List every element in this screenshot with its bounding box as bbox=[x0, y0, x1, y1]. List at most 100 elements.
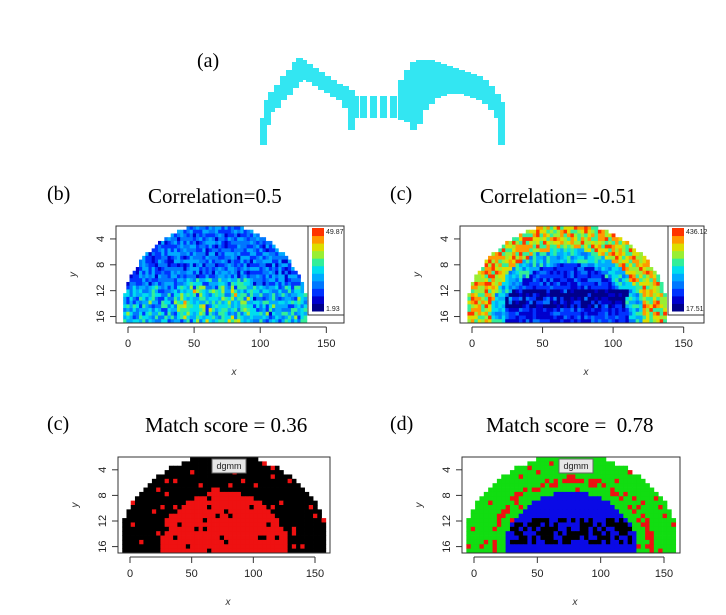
panel-c2-cell bbox=[190, 483, 195, 488]
panel-c1-cell bbox=[642, 274, 647, 279]
panel-c2-cell bbox=[228, 513, 233, 519]
panel-d-cell bbox=[597, 548, 602, 554]
panel-b-cell bbox=[234, 308, 238, 313]
panel-b-cell bbox=[208, 293, 213, 298]
panel-b-cell bbox=[253, 274, 257, 279]
panel-c2-cell bbox=[274, 544, 280, 550]
panel-c2-cell bbox=[270, 465, 276, 471]
panel-c1-cell bbox=[529, 308, 534, 313]
panel-b-cell bbox=[167, 285, 172, 290]
panel-c1-cell bbox=[601, 259, 606, 264]
panel-d-cell bbox=[549, 461, 554, 467]
panel-b-cell bbox=[167, 315, 172, 320]
panel-b-cell bbox=[123, 296, 127, 302]
panel-c2-cell bbox=[134, 535, 140, 541]
panel-c2-cell bbox=[219, 487, 225, 493]
panel-c1-cell bbox=[532, 281, 537, 287]
panel-b-cell bbox=[300, 285, 305, 290]
panel-c1-cell bbox=[563, 296, 568, 302]
panel-c1-colorbar-max: 436.12 bbox=[686, 229, 708, 236]
panel-d-cell bbox=[640, 487, 646, 493]
panel-b-cell bbox=[129, 296, 134, 302]
panel-d-cell bbox=[557, 500, 563, 506]
panel-c2-cell bbox=[177, 487, 182, 493]
panel-b-cell bbox=[265, 252, 270, 257]
panel-d-cell bbox=[540, 535, 546, 541]
panel-d-cell bbox=[601, 487, 607, 493]
panel-c1-cell bbox=[539, 233, 544, 238]
panel-c1-cell bbox=[549, 229, 554, 234]
panel-c1-cell bbox=[604, 304, 609, 309]
panel-b-cell bbox=[196, 278, 200, 283]
panel-d-cell bbox=[536, 505, 541, 510]
panel-b-cell bbox=[215, 304, 219, 309]
panel-b-cell bbox=[186, 308, 191, 313]
panel-c1-cell bbox=[488, 255, 492, 260]
panel-b-cell bbox=[237, 226, 241, 231]
panel-c2-cell bbox=[215, 500, 221, 506]
panel-c2-cell bbox=[215, 526, 221, 532]
panel-b-cell bbox=[208, 252, 213, 257]
panel-b-cell bbox=[170, 244, 175, 249]
panel-d-cell bbox=[610, 531, 615, 536]
panel-c1-cell bbox=[625, 274, 630, 279]
panel-c1-cell bbox=[522, 300, 527, 305]
panel-c2-cell bbox=[168, 483, 174, 488]
panel-c2-cell bbox=[177, 500, 182, 506]
panel-c1-cell bbox=[512, 259, 516, 264]
panel-c1-cell bbox=[611, 308, 616, 313]
panel-b-cell bbox=[265, 311, 270, 316]
panel-c1-cell bbox=[577, 274, 582, 279]
panel-c1-cell bbox=[594, 308, 599, 313]
panel-d-cell bbox=[632, 487, 637, 493]
panel-d-cell bbox=[623, 491, 629, 497]
panel-c1-cell bbox=[567, 285, 571, 290]
panel-c1-cell bbox=[488, 304, 492, 309]
panel-c1-cell bbox=[549, 304, 554, 309]
panel-b-cell bbox=[158, 315, 162, 320]
panel-b-cell bbox=[183, 263, 187, 268]
panel-d-cell bbox=[636, 496, 642, 502]
panel-c2-cell bbox=[313, 513, 318, 519]
panel-d-cell bbox=[531, 509, 537, 515]
panel-c1-cell bbox=[518, 248, 523, 253]
panel-b-cell bbox=[148, 300, 153, 305]
panel-b-cell bbox=[256, 315, 260, 320]
panel-c2-cell bbox=[215, 474, 221, 480]
panel-c2-cell bbox=[300, 518, 305, 523]
panel-c1-colorbar-swatch bbox=[672, 295, 684, 304]
panel-b-cell bbox=[294, 270, 298, 275]
panel-b-cell bbox=[148, 255, 153, 260]
panel-c1-cell bbox=[525, 255, 530, 260]
panel-c1-cell bbox=[553, 244, 558, 249]
panel-c2-cell bbox=[291, 531, 297, 536]
panel-c1-cell bbox=[625, 240, 630, 246]
panel-b-cell bbox=[186, 244, 191, 249]
panel-c1-cell bbox=[632, 296, 637, 302]
panel-c1-y-axis-title: y bbox=[412, 271, 423, 278]
panel-c2-cell bbox=[291, 505, 297, 510]
panel-d-cell bbox=[531, 487, 537, 493]
panel-b-cell bbox=[249, 300, 254, 305]
panel-c2-cell bbox=[139, 522, 144, 528]
panel-b-cell bbox=[173, 300, 178, 305]
panel-d-cell bbox=[592, 483, 598, 488]
panel-b-cell bbox=[192, 244, 197, 249]
panel-b-cell bbox=[268, 281, 273, 287]
panel-b-cell bbox=[272, 270, 276, 275]
panel-d-cell bbox=[662, 513, 668, 519]
panel-b-cell bbox=[230, 255, 235, 260]
panel-c1-cell bbox=[601, 308, 606, 313]
panel-c2-cell bbox=[219, 539, 225, 545]
panel-c1-y-tick-label: 8 bbox=[439, 262, 451, 268]
panel-b-cell bbox=[161, 319, 165, 324]
panel-b-colorbar-swatch bbox=[312, 273, 324, 282]
panel-c2-cell bbox=[173, 513, 178, 519]
panel-b-cell bbox=[303, 311, 308, 316]
panel-d-cell bbox=[666, 535, 672, 541]
panel-c1-cell bbox=[570, 237, 575, 242]
panel-b-cell bbox=[205, 285, 210, 290]
panel-c1-cell bbox=[604, 311, 609, 316]
panel-b-cell bbox=[237, 259, 241, 264]
panel-c1-cell bbox=[615, 255, 619, 260]
